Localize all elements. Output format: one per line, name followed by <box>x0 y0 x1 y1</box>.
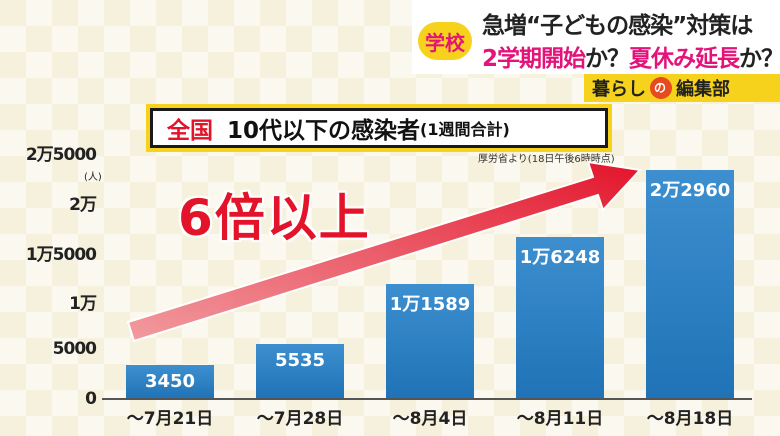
x-tick-label: ～8月4日 <box>392 409 468 429</box>
y-tick-label: 2万5000 <box>25 145 97 165</box>
y-tick-label: 1万 <box>69 294 97 315</box>
bar-value-label: 1万6248 <box>519 247 601 269</box>
caption-line-2-c: 夏休み延長 <box>629 46 740 72</box>
bar-value-label: 3450 <box>144 370 196 392</box>
x-tick-label: ～7月28日 <box>256 409 344 429</box>
caption-line-2-a: 2学期開始 <box>482 46 586 72</box>
growth-arrow-shape <box>126 160 643 343</box>
bar <box>126 364 214 399</box>
x-tick-label: ～8月18日 <box>646 409 734 429</box>
y-tick-label: 5000 <box>52 339 97 360</box>
caption-line-2: 2学期開始か？夏休み延長か？ <box>482 39 780 73</box>
chart-title-region: 全国 <box>167 118 213 144</box>
bar-value-label: 5535 <box>274 349 326 371</box>
y-tick-label: 0 <box>85 389 97 409</box>
bar-value-label: 2万2960 <box>649 180 731 202</box>
bar <box>516 237 604 399</box>
program-brand: 暮らし の 編集部 <box>584 74 780 102</box>
caption-line-2-d: か？ <box>739 46 780 72</box>
brand-text-a: 暮らし <box>592 79 646 100</box>
chart-title-note: (1週間合計) <box>420 120 510 139</box>
y-tick-label: 2万 <box>69 194 97 215</box>
brand-logo-text: の <box>654 81 667 95</box>
bar <box>386 283 474 399</box>
chart-source: 厚労省より(18日午後6時時点) <box>478 154 615 165</box>
caption-line-2-b: か？ <box>585 46 630 72</box>
chart-title-banner: 全国 10代以下の感染者 (1週間合計) <box>150 108 608 148</box>
y-tick-label: 1万5000 <box>25 244 97 265</box>
x-tick-label: ～8月11日 <box>516 409 604 429</box>
bar-value-label: 1万1589 <box>389 293 471 315</box>
x-axis-baseline <box>102 398 752 400</box>
brand-text-b: 編集部 <box>676 79 730 100</box>
x-tick-label: ～7月21日 <box>126 409 214 429</box>
topic-tag: 学校 <box>418 22 472 60</box>
caption-panel <box>412 0 780 74</box>
bar <box>256 343 344 399</box>
brand-logo: の <box>650 77 672 99</box>
growth-annotation: 6倍以上 <box>178 189 371 247</box>
bar <box>646 170 734 399</box>
y-axis-unit: (人) <box>84 172 102 183</box>
chart-title: 10代以下の感染者 <box>227 118 421 144</box>
caption-line-1: 急増“子どもの感染”対策は <box>482 13 753 39</box>
